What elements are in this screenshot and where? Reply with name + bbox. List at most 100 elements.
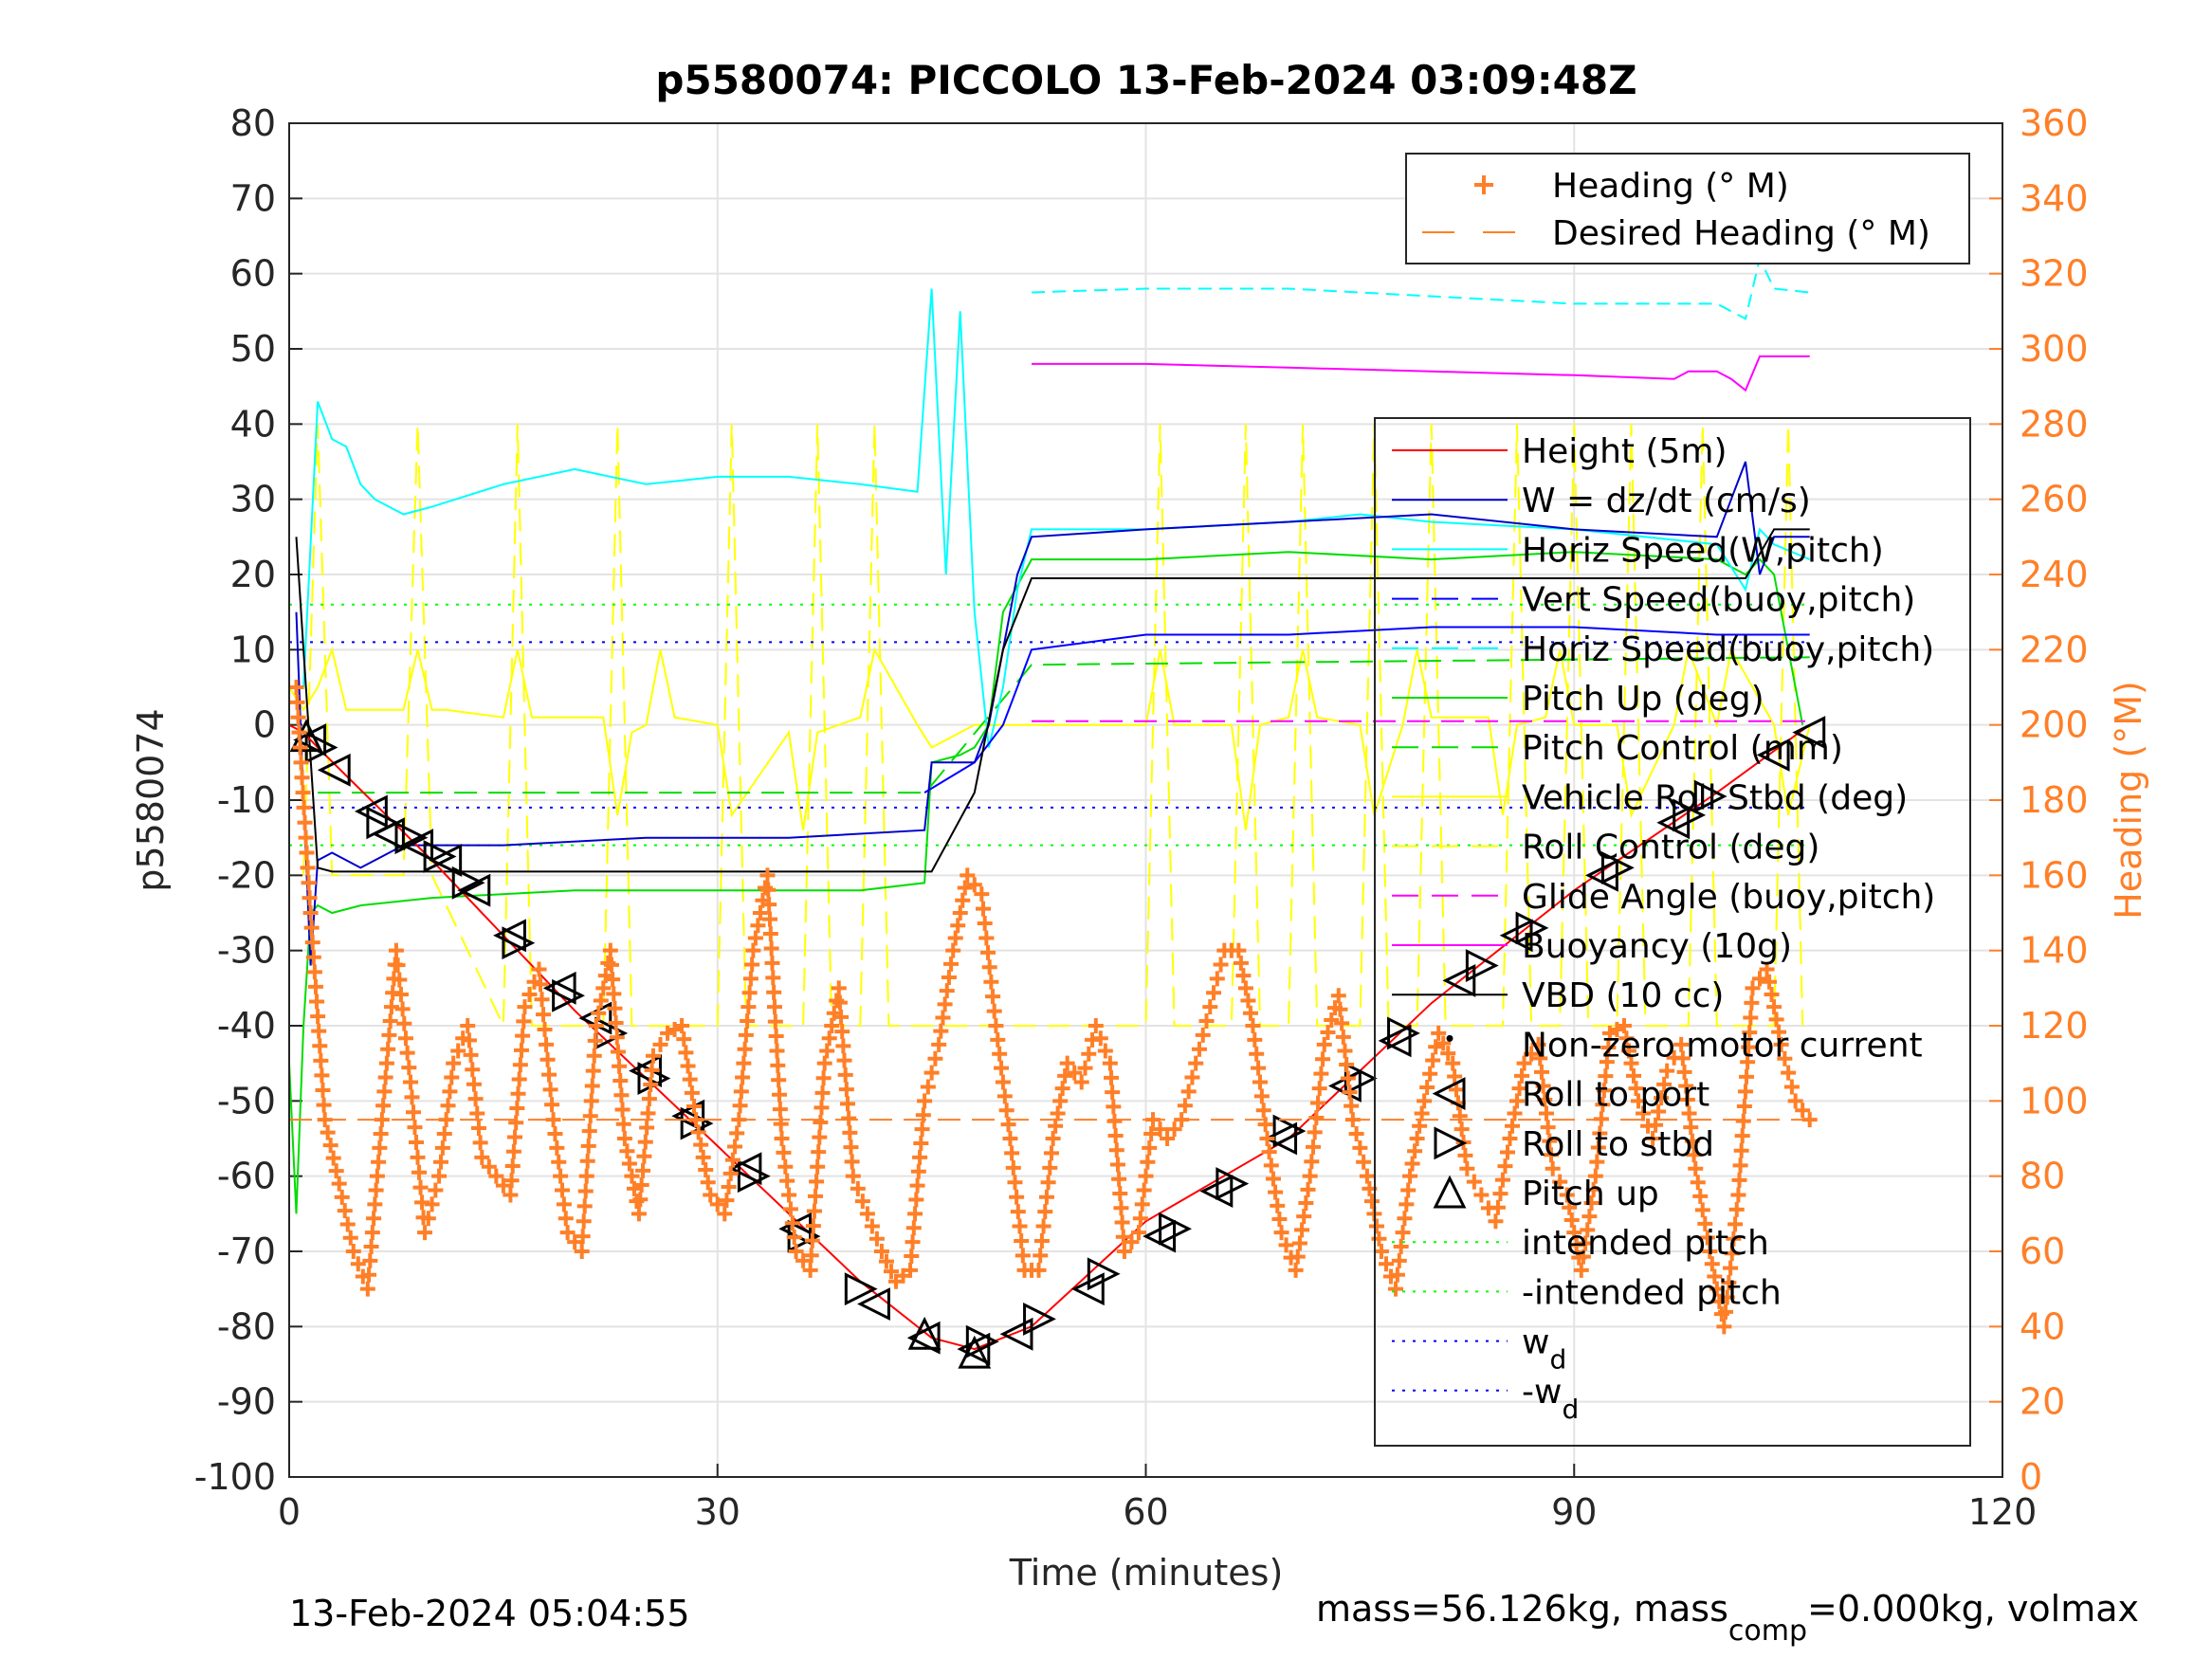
heading-point xyxy=(606,986,622,1002)
heading-point xyxy=(504,1158,521,1174)
heading-point xyxy=(383,999,399,1015)
heading-point xyxy=(1530,1036,1546,1052)
heading-point xyxy=(1681,1105,1697,1121)
heading-point xyxy=(910,1163,926,1179)
legend-swatch-marker xyxy=(1433,1175,1467,1209)
heading-point xyxy=(904,1248,920,1264)
heading-point xyxy=(521,986,538,1002)
heading-point xyxy=(1352,1139,1368,1156)
heading-point xyxy=(772,1102,788,1118)
heading-point xyxy=(1400,1182,1417,1198)
heading-point xyxy=(295,785,311,801)
heading-point xyxy=(909,1177,925,1194)
heading-point xyxy=(298,830,314,846)
heading-point xyxy=(1735,1113,1751,1129)
heading-point xyxy=(1425,1052,1441,1068)
heading-point xyxy=(424,1196,440,1212)
heading-point xyxy=(1015,1248,1031,1264)
heading-layer xyxy=(288,680,1818,1335)
heading-point xyxy=(1397,1211,1413,1227)
heading-point xyxy=(467,1091,484,1107)
heading-point xyxy=(368,1182,384,1198)
roll-to-stbd-marker xyxy=(1600,850,1635,884)
y2-tick-label: 140 xyxy=(2020,930,2089,972)
heading-point xyxy=(337,1203,353,1219)
heading-point xyxy=(864,1218,880,1234)
legend-swatch-dot xyxy=(1446,1034,1453,1042)
heading-point xyxy=(375,1098,392,1114)
heading-point xyxy=(613,1087,630,1103)
heading-point xyxy=(765,970,781,986)
heading-point xyxy=(610,1044,626,1060)
heading-point xyxy=(1111,1171,1127,1187)
heading-point xyxy=(559,1225,576,1241)
heading-point xyxy=(440,1098,456,1114)
heading-point xyxy=(397,1030,413,1047)
y2-tick-label: 240 xyxy=(2020,554,2089,595)
heading-point xyxy=(587,1032,603,1048)
heading-point xyxy=(417,1225,433,1241)
heading-point xyxy=(676,1031,692,1048)
legend-label: Glide Angle (buoy,pitch) xyxy=(1522,878,1935,917)
legend-heading-swatch xyxy=(1474,175,1493,194)
heading-point xyxy=(388,942,404,958)
heading-point xyxy=(1581,1209,1598,1225)
heading-point xyxy=(1252,1074,1268,1090)
roll-to-stbd-marker xyxy=(423,840,457,873)
roll-to-port-marker xyxy=(629,1054,662,1088)
heading-point xyxy=(1231,942,1247,958)
heading-point xyxy=(1112,1185,1128,1201)
pitch-up-marker xyxy=(907,1316,941,1350)
heading-point xyxy=(603,957,619,973)
heading-point xyxy=(1407,1143,1423,1159)
legend-label-base: -w xyxy=(1522,1373,1562,1412)
heading-point xyxy=(614,1102,631,1118)
heading-point xyxy=(688,1112,704,1128)
heading-point xyxy=(1059,1055,1075,1071)
y-tick-label: 60 xyxy=(230,253,276,295)
heading-point xyxy=(363,1239,379,1255)
heading-point xyxy=(686,1099,703,1114)
heading-point xyxy=(1702,1244,1718,1259)
heading-point xyxy=(1108,1142,1124,1158)
left-axis-ticks: 80 70 60 50 40 30 20 10 0 -10 -20 -30 -40 -50 -60 -70 -8… xyxy=(194,102,302,1498)
heading-point xyxy=(503,1187,519,1203)
series-line-vert-speed-buoy-pitch- xyxy=(923,626,1810,793)
series-line-horiz-speed-w-pitch- xyxy=(302,288,1811,748)
heading-point xyxy=(313,1052,329,1068)
y2-tick-label: 40 xyxy=(2020,1305,2065,1347)
y-tick-label: 80 xyxy=(230,102,276,144)
heading-point xyxy=(316,1097,332,1113)
heading-point xyxy=(1674,1050,1691,1066)
heading-point xyxy=(350,1256,366,1272)
heading-point xyxy=(913,1135,929,1151)
heading-point xyxy=(1435,1035,1452,1051)
heading-point xyxy=(1344,1112,1361,1128)
heading-point xyxy=(556,1196,572,1212)
heading-point xyxy=(1105,1085,1121,1101)
legend-label: Pitch Control (mm) xyxy=(1522,729,1843,768)
heading-point xyxy=(1676,1064,1692,1080)
heading-point xyxy=(547,1126,563,1142)
legend-swatch-marker xyxy=(1432,1077,1466,1111)
heading-point xyxy=(300,860,316,876)
heading-point xyxy=(307,978,323,994)
heading-point xyxy=(1533,1064,1549,1080)
heading-point xyxy=(469,1105,485,1121)
roll-to-port-marker xyxy=(1378,1024,1412,1058)
heading-point xyxy=(508,1115,524,1131)
heading-point xyxy=(845,1168,861,1184)
heading-point xyxy=(981,959,997,975)
heading-point xyxy=(1538,1105,1554,1121)
heading-point xyxy=(832,994,848,1011)
heading-point xyxy=(296,799,312,815)
heading-point xyxy=(1787,1093,1803,1109)
roll-to-stbd-marker xyxy=(1465,949,1499,982)
heading-point xyxy=(1718,1304,1734,1320)
heading-point xyxy=(290,709,306,725)
heading-point xyxy=(558,1211,574,1227)
heading-point xyxy=(503,1173,520,1189)
heading-point xyxy=(1684,1133,1700,1149)
heading-point xyxy=(842,1124,858,1140)
heading-point xyxy=(933,1023,949,1039)
